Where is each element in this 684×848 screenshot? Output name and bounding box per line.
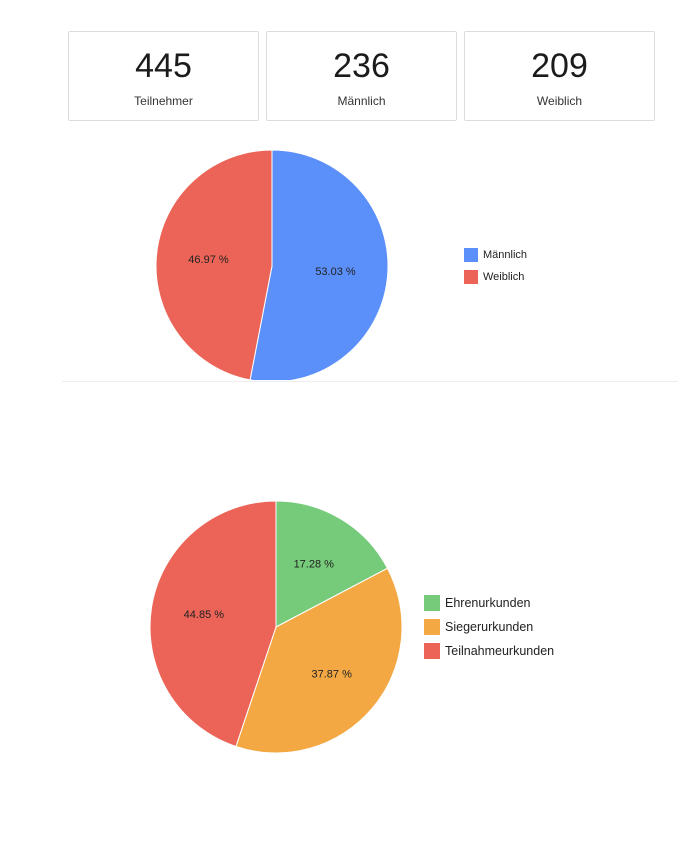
pie-slice-siegerurkunden (235, 567, 403, 754)
legend-item-siegerurkunden[interactable]: Siegerurkunden (424, 619, 533, 635)
pie-slice-weiblich (155, 149, 273, 380)
pie-slice-maennlich (249, 149, 389, 380)
legend-label-maennlich: Männlich (483, 249, 527, 261)
slice-label-maennlich: 53.03 % (315, 266, 356, 278)
stat-label-weiblich: Weiblich (536, 94, 583, 108)
section-divider (62, 381, 678, 382)
legend-label-weiblich: Weiblich (483, 271, 524, 283)
stat-label-maennlich: Männlich (337, 94, 386, 108)
slice-label-teilnahmeurkunden: 44.85 % (184, 609, 225, 621)
stat-value-maennlich: 236 (333, 47, 390, 85)
legend-label-ehrenurkunden: Ehrenurkunden (445, 596, 531, 610)
legend-label-teilnahmeurkunden: Teilnahmeurkunden (445, 644, 554, 658)
stat-value-teilnehmer: 445 (135, 47, 192, 85)
stats-row: 445 Teilnehmer 236 Männlich 209 Weiblich (68, 31, 656, 123)
legend-swatch-siegerurkunden (424, 619, 440, 635)
slice-label-weiblich: 46.97 % (188, 254, 229, 266)
stat-card-maennlich: 236 Männlich (266, 31, 457, 121)
legend-swatch-weiblich (464, 270, 478, 284)
gender-pie-chart: 53.03 % 46.97 % Männlich Weiblich (155, 149, 527, 380)
stat-card-weiblich: 209 Weiblich (464, 31, 655, 121)
legend-label-siegerurkunden: Siegerurkunden (445, 620, 533, 634)
stat-value-weiblich: 209 (531, 47, 588, 85)
legend-item-teilnahmeurkunden[interactable]: Teilnahmeurkunden (424, 643, 554, 659)
legend-swatch-ehrenurkunden (424, 595, 440, 611)
legend-item-maennlich[interactable]: Männlich (464, 248, 527, 262)
legend-item-ehrenurkunden[interactable]: Ehrenurkunden (424, 595, 531, 611)
slice-label-ehrenurkunden: 17.28 % (294, 558, 335, 570)
stat-card-teilnehmer: 445 Teilnehmer (68, 31, 259, 121)
stat-label-teilnehmer: Teilnehmer (134, 94, 193, 108)
legend-item-weiblich[interactable]: Weiblich (464, 270, 524, 284)
legend-swatch-teilnahmeurkunden (424, 643, 440, 659)
pie-slice-ehrenurkunden (275, 500, 389, 628)
pie-slice-teilnahmeurkunden (149, 500, 277, 748)
legend-swatch-maennlich (464, 248, 478, 262)
slice-label-siegerurkunden: 37.87 % (311, 668, 352, 680)
